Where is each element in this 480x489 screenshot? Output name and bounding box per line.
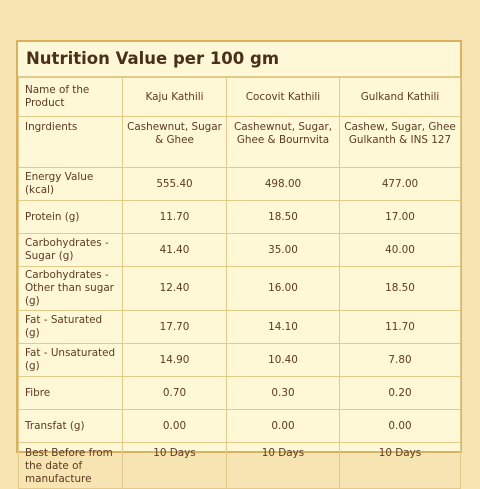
- row-value: 11.70: [122, 200, 227, 234]
- row-value: Cashewnut, Sugar & Ghee: [122, 116, 227, 168]
- row-value: 18.50: [226, 200, 340, 234]
- row-value: 477.00: [339, 167, 461, 201]
- row-label: Carbohydrates - Sugar (g): [18, 233, 123, 267]
- row-value: 18.50: [339, 266, 461, 311]
- row-value: 0.70: [122, 376, 227, 410]
- row-value: 11.70: [339, 310, 461, 344]
- table-row: Energy Value (kcal) 555.40 498.00 477.00: [18, 167, 461, 201]
- row-label: Fat - Unsaturated (g): [18, 343, 123, 377]
- row-value: 40.00: [339, 233, 461, 267]
- row-label: Best Before from the date of manufacture: [18, 442, 123, 489]
- table-row: Fat - Unsaturated (g) 14.90 10.40 7.80: [18, 343, 461, 377]
- row-label: Fat - Saturated (g): [18, 310, 123, 344]
- row-value: 12.40: [122, 266, 227, 311]
- row-value: 498.00: [226, 167, 340, 201]
- table-row: Ingrdients Cashewnut, Sugar & Ghee Cashe…: [18, 116, 461, 168]
- row-value: 0.00: [122, 409, 227, 443]
- row-value: Cashew, Sugar, Ghee Gulkanth & INS 127: [339, 116, 461, 168]
- row-value: 0.00: [226, 409, 340, 443]
- row-value: 35.00: [226, 233, 340, 267]
- table-row: Fat - Saturated (g) 17.70 14.10 11.70: [18, 310, 461, 344]
- table-row: Carbohydrates - Other than sugar (g) 12.…: [18, 266, 461, 311]
- table-row: Best Before from the date of manufacture…: [18, 442, 461, 489]
- row-value: 14.10: [226, 310, 340, 344]
- header-cell-cocovit: Cocovit Kathili: [226, 77, 340, 117]
- nutrition-table: Name of the Product Kaju Kathili Cocovit…: [18, 77, 461, 489]
- row-value: 0.20: [339, 376, 461, 410]
- table-row: Fibre 0.70 0.30 0.20: [18, 376, 461, 410]
- row-label: Fibre: [18, 376, 123, 410]
- header-cell-gulkand: Gulkand Kathili: [339, 77, 461, 117]
- row-label: Transfat (g): [18, 409, 123, 443]
- row-label: Ingrdients: [18, 116, 123, 168]
- row-value: 41.40: [122, 233, 227, 267]
- table-row: Carbohydrates - Sugar (g) 41.40 35.00 40…: [18, 233, 461, 267]
- row-label: Protein (g): [18, 200, 123, 234]
- row-value: 0.00: [339, 409, 461, 443]
- table-header-row: Name of the Product Kaju Kathili Cocovit…: [18, 77, 461, 117]
- row-value: 10.40: [226, 343, 340, 377]
- row-value: 16.00: [226, 266, 340, 311]
- row-value: 10 Days: [226, 442, 340, 489]
- table-row: Protein (g) 11.70 18.50 17.00: [18, 200, 461, 234]
- nutrition-title: Nutrition Value per 100 gm: [18, 42, 460, 77]
- row-value: 7.80: [339, 343, 461, 377]
- row-value: 555.40: [122, 167, 227, 201]
- header-cell-name: Name of the Product: [18, 77, 123, 117]
- row-label: Carbohydrates - Other than sugar (g): [18, 266, 123, 311]
- row-value: 17.70: [122, 310, 227, 344]
- row-label: Energy Value (kcal): [18, 167, 123, 201]
- row-value: 14.90: [122, 343, 227, 377]
- header-cell-kaju: Kaju Kathili: [122, 77, 227, 117]
- row-value: 10 Days: [339, 442, 461, 489]
- row-value: Cashewnut, Sugar, Ghee & Bournvita: [226, 116, 340, 168]
- nutrition-card: Nutrition Value per 100 gm Name of the P…: [16, 40, 462, 489]
- row-value: 17.00: [339, 200, 461, 234]
- row-value: 10 Days: [122, 442, 227, 489]
- row-value: 0.30: [226, 376, 340, 410]
- table-row: Transfat (g) 0.00 0.00 0.00: [18, 409, 461, 443]
